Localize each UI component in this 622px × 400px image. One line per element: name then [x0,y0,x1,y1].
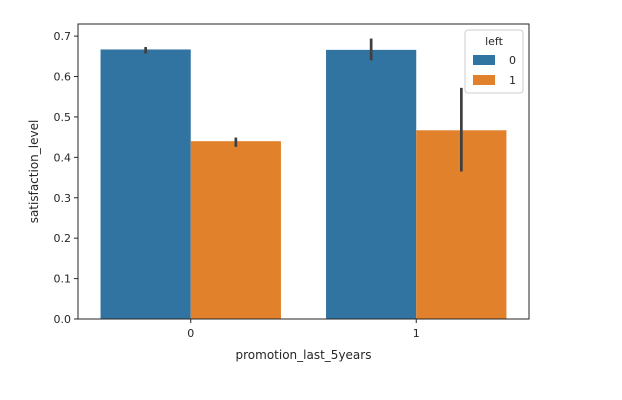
legend-title: left [485,35,504,48]
legend-label-1: 1 [509,74,516,87]
x-tick-label-1: 1 [413,327,420,340]
y-axis-label: satisfaction_level [27,120,41,224]
y-axis: 0.0 0.1 0.2 0.3 0.4 0.5 0.6 0.7 [54,30,78,326]
y-tick-label-0.7: 0.7 [54,30,72,43]
y-tick-label-0.6: 0.6 [54,71,72,84]
y-tick-label-0.4: 0.4 [54,151,72,164]
y-tick-label-0.0: 0.0 [54,313,72,326]
bar-1-series-0 [326,49,417,320]
bars-layer [100,49,507,320]
legend-swatch-1 [473,75,495,85]
legend-swatch-0 [473,55,495,65]
error-bars-layer [144,38,463,172]
legend: left 0 1 [464,29,524,94]
x-tick-label-0: 0 [187,327,194,340]
y-tick-label-0.3: 0.3 [54,192,72,205]
y-tick-label-0.2: 0.2 [54,232,72,245]
plot-frame [77,23,530,320]
bar-0-series-0 [100,49,191,320]
legend-label-0: 0 [509,54,516,67]
x-axis-label: promotion_last_5years [236,348,372,362]
y-tick-label-0.1: 0.1 [54,273,72,286]
bar-0-series-1 [190,141,281,319]
y-tick-label-0.5: 0.5 [54,111,72,124]
